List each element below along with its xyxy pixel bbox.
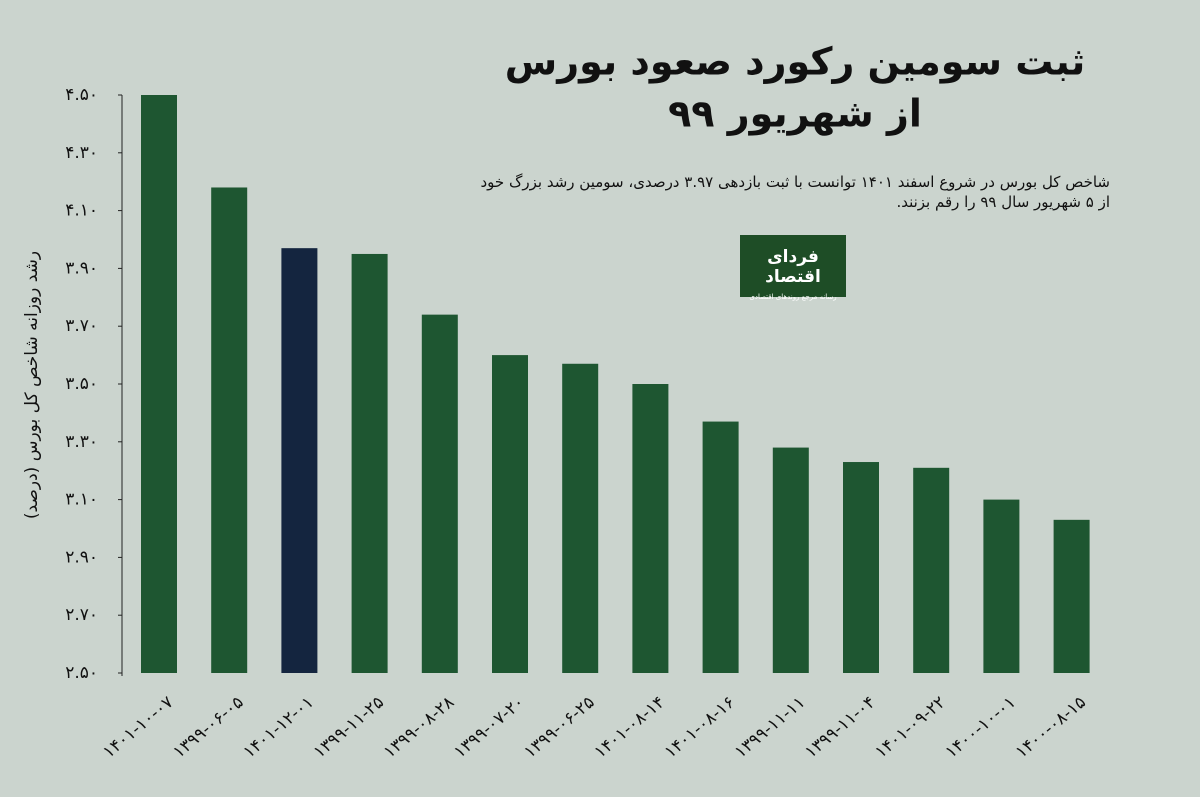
bar	[772, 447, 809, 673]
y-axis-label: رشد روزانه شاخص کل بورس (درصد)	[22, 251, 42, 519]
y-tick-label: ۴.۳۰	[65, 143, 98, 163]
x-tick-label: ۱۳۹۹-۱۱-۱۱	[731, 692, 809, 762]
bar	[913, 467, 950, 673]
x-tick-label: ۱۳۹۹-۰۶-۰۵	[169, 692, 247, 762]
logo-tagline: رسانه مرجع روندهای اقتصادی	[749, 293, 837, 301]
y-tick-label: ۳.۷۰	[65, 316, 98, 336]
x-tick-label: ۱۳۹۹-۱۱-۰۴	[801, 692, 879, 762]
bar	[1053, 519, 1090, 673]
x-tick-label: ۱۴۰۰-۱۰-۰۱	[942, 692, 1020, 762]
x-tick-label: ۱۴۰۱-۰۸-۱۶	[661, 692, 739, 762]
y-tick-label: ۳.۹۰	[65, 258, 98, 278]
x-tick-label: ۱۴۰۱-۰۹-۲۲	[871, 692, 949, 762]
x-tick-label: ۱۴۰۱-۰۸-۱۴	[591, 692, 669, 762]
bar	[281, 248, 318, 674]
chart-title: ثبت سومین رکورد صعود بورس	[505, 40, 1085, 84]
y-tick-label: ۳.۱۰	[65, 490, 98, 510]
y-tick-label: ۳.۵۰	[65, 374, 98, 394]
bar	[843, 462, 879, 673]
bar	[983, 499, 1020, 673]
y-tick-label: ۴.۵۰	[65, 85, 98, 105]
x-tick-label: ۱۴۰۱-۱۲-۰۱	[240, 692, 318, 762]
x-tick-label: ۱۳۹۹-۰۶-۲۵	[520, 692, 598, 762]
logo-name: فردای اقتصاد	[765, 247, 821, 287]
y-tick-label: ۲.۵۰	[65, 663, 98, 683]
x-tick-label: ۱۳۹۹-۰۷-۲۰	[450, 692, 528, 762]
x-tick-label: ۱۳۹۹-۱۱-۲۵	[310, 692, 388, 762]
bar	[702, 421, 739, 673]
logo: فردای اقتصاد رسانه مرجع روندهای اقتصادی	[740, 235, 846, 301]
bar	[562, 363, 599, 673]
x-tick-label: ۱۴۰۱-۱۰-۰۷	[99, 692, 177, 762]
bar	[211, 187, 248, 674]
description: شاخص کل بورس در شروع اسفند ۱۴۰۱ توانست ب…	[480, 173, 1111, 211]
chart-title: از شهریور ۹۹	[668, 92, 922, 136]
x-tick-label: ۱۴۰۰-۰۸-۱۵	[1012, 692, 1090, 762]
bar	[421, 314, 458, 673]
x-tick-label: ۱۳۹۹-۰۸-۲۸	[380, 692, 458, 762]
bar	[141, 95, 177, 673]
bar	[492, 355, 528, 673]
y-tick-label: ۲.۹۰	[65, 547, 98, 567]
y-tick-label: ۳.۳۰	[65, 432, 98, 452]
y-tick-label: ۲.۷۰	[65, 605, 98, 625]
y-tick-label: ۴.۱۰	[65, 201, 98, 221]
bar	[351, 253, 388, 673]
bar	[632, 384, 669, 673]
